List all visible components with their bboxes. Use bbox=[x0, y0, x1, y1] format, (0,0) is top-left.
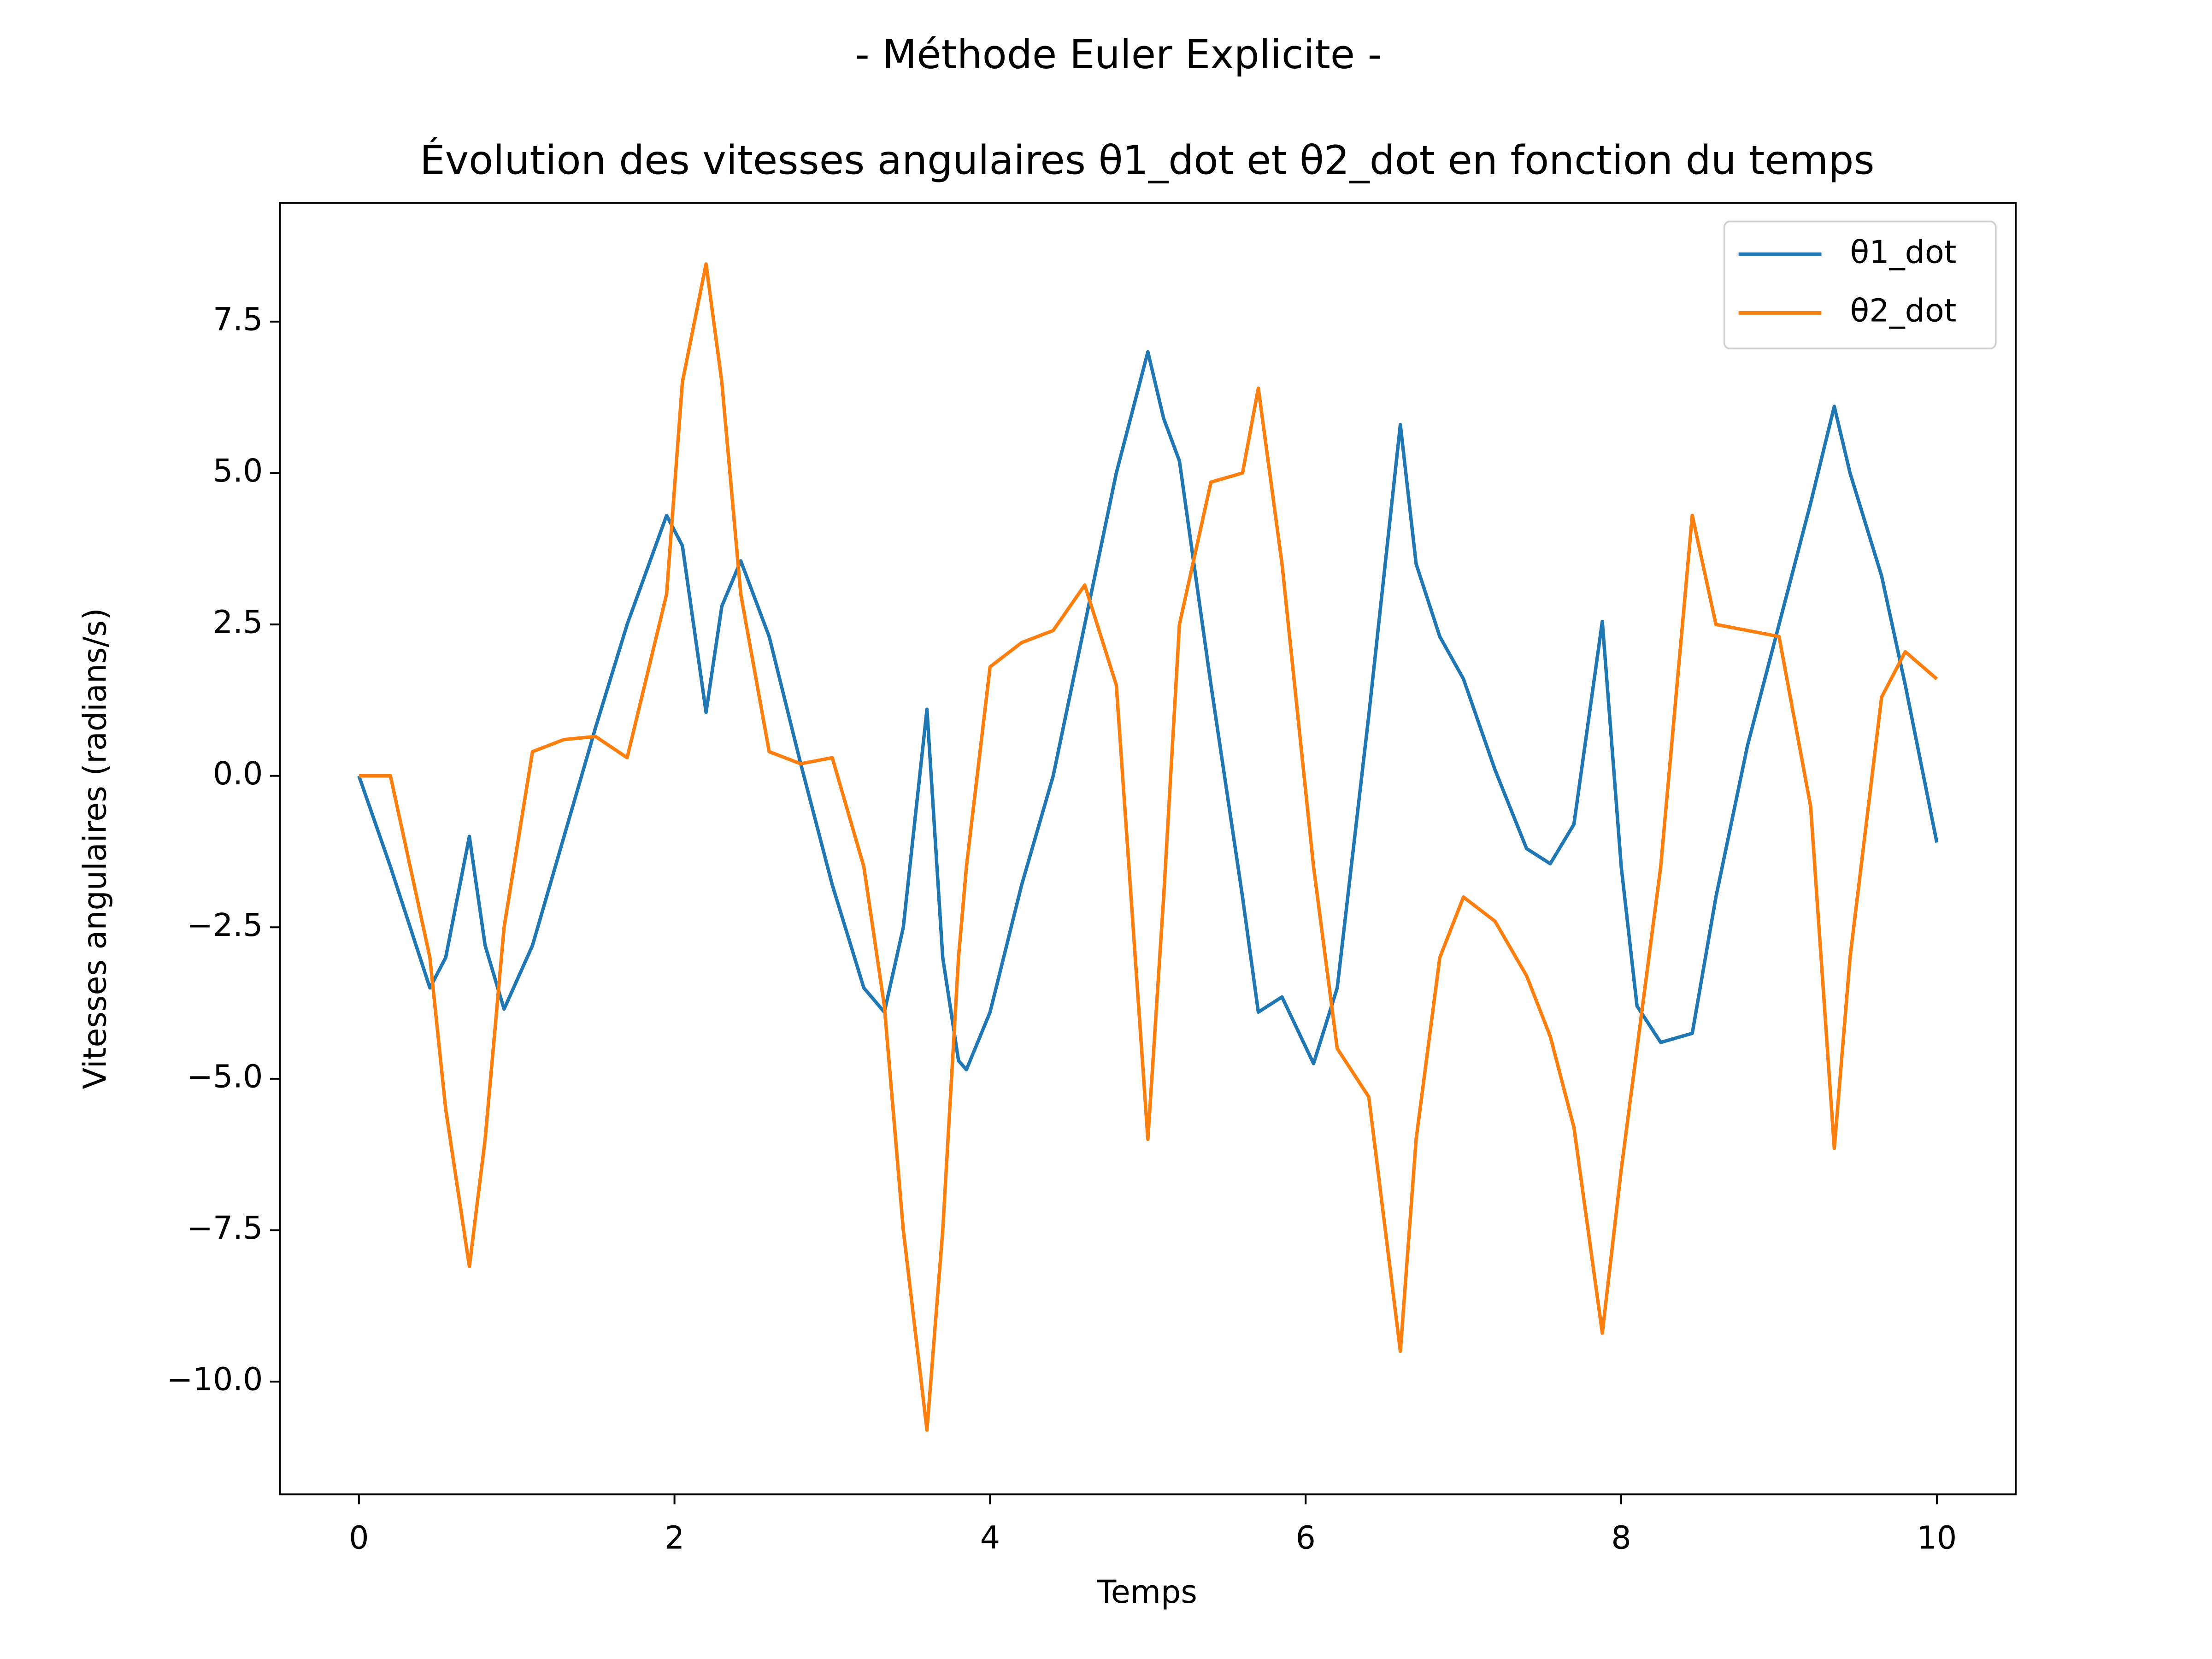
chart-title: - Méthode Euler Explicite - bbox=[855, 31, 1382, 78]
x-tick-label: 4 bbox=[980, 1520, 1000, 1556]
y-tick-label: 2.5 bbox=[213, 605, 263, 641]
chart-subtitle: Évolution des vitesses angulaires θ1_dot… bbox=[420, 136, 1875, 183]
line-series bbox=[359, 262, 1938, 1432]
y-tick-label: −7.5 bbox=[187, 1210, 263, 1247]
x-tick-label: 8 bbox=[1611, 1520, 1631, 1556]
y-axis-label: Vitesses angulaires (radians/s) bbox=[77, 608, 113, 1089]
x-tick-label: 6 bbox=[1296, 1520, 1316, 1556]
legend-label: θ2_dot bbox=[1850, 293, 1956, 329]
x-axis-label: Temps bbox=[1097, 1574, 1197, 1611]
line-series bbox=[357, 350, 1939, 1071]
y-tick-label: 0.0 bbox=[213, 756, 263, 792]
legend-label: θ1_dot bbox=[1850, 234, 1956, 271]
legend: θ1_dot θ2_dot bbox=[1723, 220, 1997, 350]
x-tick-label: 2 bbox=[665, 1520, 684, 1556]
y-tick-label: 5.0 bbox=[213, 453, 263, 489]
y-tick-label: −5.0 bbox=[187, 1059, 263, 1095]
axes-frame bbox=[279, 202, 2017, 1495]
x-tick-label: 0 bbox=[349, 1520, 369, 1556]
y-tick-label: 7.5 bbox=[213, 301, 263, 338]
x-tick-label: 10 bbox=[1917, 1520, 1957, 1556]
y-tick-label: −10.0 bbox=[166, 1362, 263, 1398]
y-tick-label: −2.5 bbox=[187, 907, 263, 944]
